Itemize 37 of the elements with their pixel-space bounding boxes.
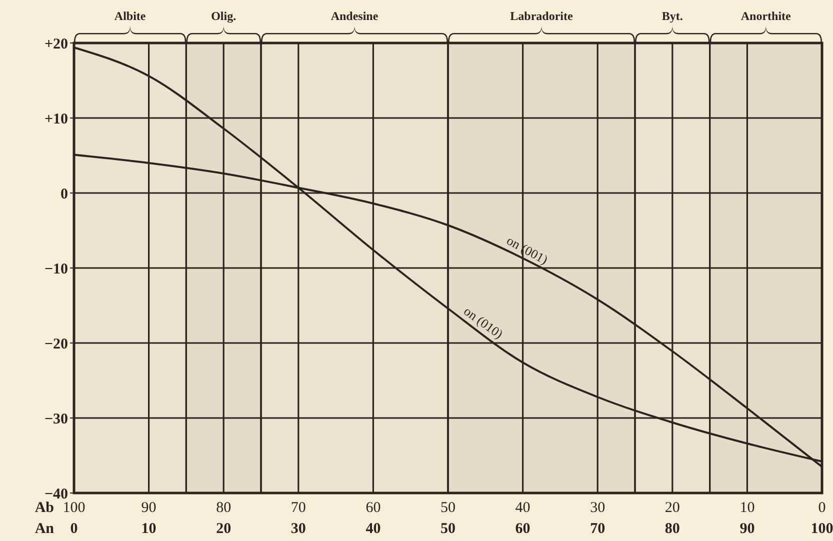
x-tick-label: 40	[366, 521, 381, 537]
y-tick-label: −20	[44, 336, 68, 352]
y-tick-label: +20	[44, 36, 68, 52]
x-tick-label: 0	[70, 521, 78, 537]
x2-tick-label: 50	[440, 500, 456, 516]
x2-tick-label: 0	[818, 500, 826, 516]
x-axis-title: An	[34, 521, 55, 537]
band-label: Labradorite	[510, 9, 574, 23]
x-tick-label: 10	[141, 521, 156, 537]
x-tick-label: 70	[590, 521, 606, 537]
x2-tick-label: 100	[62, 500, 86, 516]
band-label: Byt.	[662, 9, 683, 23]
x2-tick-label: 30	[590, 500, 606, 516]
x2-tick-label: 70	[290, 500, 306, 516]
y-tick-label: −40	[44, 486, 68, 502]
y-tick-label: +10	[44, 111, 68, 128]
band-label: Olig.	[211, 9, 236, 23]
x-tick-label: 50	[440, 521, 456, 537]
x2-tick-label: 20	[664, 500, 680, 516]
x2-tick-label: 90	[141, 500, 156, 516]
x-tick-label: 100	[810, 521, 833, 537]
x2-axis-title: Ab	[34, 500, 54, 516]
x-tick-label: 80	[664, 521, 680, 537]
x-tick-label: 20	[216, 521, 232, 537]
x2-tick-label: 10	[740, 500, 755, 516]
y-tick-label: 0	[60, 186, 68, 202]
band-label: Andesine	[330, 9, 379, 23]
y-tick-label: −30	[44, 411, 68, 428]
x-tick-label: 90	[740, 521, 755, 537]
x2-tick-label: 40	[515, 500, 530, 516]
x2-tick-label: 60	[366, 500, 381, 516]
x2-tick-label: 80	[216, 500, 232, 516]
band-label: Anorthite	[740, 9, 792, 23]
band-label: Albite	[114, 9, 146, 23]
x-tick-label: 30	[290, 521, 306, 537]
x-tick-label: 60	[515, 521, 530, 537]
y-tick-label: −10	[44, 261, 68, 278]
